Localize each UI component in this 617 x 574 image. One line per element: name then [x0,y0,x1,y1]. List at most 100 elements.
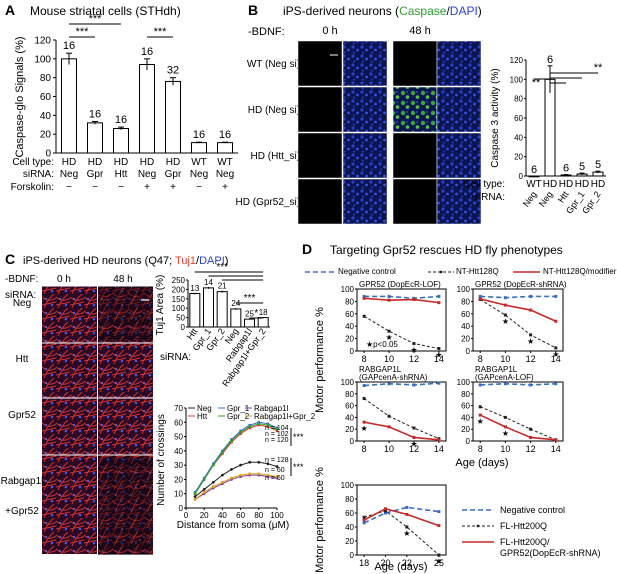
panel-d-series-line [479,299,557,349]
panel-d-ytick-label: 20 [345,425,354,434]
panel-d-series-marker [362,515,366,519]
panel-b-row-label: HD (Neg si) [248,105,300,116]
panel-d-ytick-label: 0 [466,347,471,356]
panel-a-n-label: 32 [167,65,179,77]
panel-a-ytick-label: 40 [40,111,52,122]
panel-c-line-point [221,450,224,454]
panel-a-bar [139,63,155,154]
panel-c-title-part: iPS-derived HD neurons (Q47; [23,255,175,267]
panel-c-line-sig-label: *** [293,432,304,442]
panel-d-legend-label: GPR52(DopEcR-shRNA) [500,548,601,558]
panel-a-sirna-label: Neg [60,169,78,180]
panel-d-series-marker [478,413,482,417]
panel-d-subplot: 0 20 40 60 80 100 8 10 12 14 RABGAP1L(GAPcenA-LOF)… [457,365,564,454]
panel-a-n-label: 16 [89,108,101,120]
panel-c-row-label: Rabgap1l [1,476,44,487]
panel-d-series-marker [405,512,409,516]
panel-d-xtick-label: 18 [359,558,369,568]
panel-b-micrograph [436,40,482,87]
panel-d-xtick-label: 8 [478,354,483,364]
panel-c-line-point [248,425,252,428]
panel-a-forskolin-label: − [196,182,202,193]
panel-c-line-series [194,421,278,493]
panel-b-ylabel: Caspase 3 activity (%) [490,68,501,167]
panel-b-bdnf-label: -BDNF: [248,26,285,38]
panel-d-series-marker [478,294,482,298]
panel-d-subplot: 0 20 40 60 80 100 8 10 12 14 GPR52 (DopEcR-shRNA) ★… [457,280,567,364]
panel-a-letter: A [5,2,15,18]
panel-d-xtick-label: 14 [551,354,561,364]
panel-d-series-marker [387,329,391,333]
panel-b-micrograph [297,86,343,133]
panel-d-series-marker [529,294,533,298]
panel-a-celltype-label: WT [191,157,207,168]
panel-b-celltype-label: HD [575,179,589,190]
panel-c-bar-ytick-label: 0 [181,323,186,332]
panel-c-line-point [193,498,197,501]
panel-b-sig-label: ** [532,77,541,89]
panel-a-celltype-label: WT [217,157,233,168]
panel-c-line-point [275,475,279,478]
panel-c-bar-ytick-label: 150 [172,295,186,304]
panel-d-series-marker [529,427,533,431]
panel-b-micrograph [342,40,388,87]
panel-c-bar-ytick-label: 250 [172,276,186,285]
panel-c-bar-sig-label: *** [244,293,256,304]
panel-d-ytick-label: 80 [345,390,354,399]
panel-d-plot-frame [472,288,564,352]
panel-a-bar [61,58,77,154]
panel-d-ytick-label: 20 [345,335,354,344]
panel-c-line-n-label: n = 102 [265,431,289,438]
panel-d-xtick-label: 12 [409,444,419,454]
panel-d-sig-star: ★ [385,333,392,342]
panel-a-bar [217,142,233,154]
panel-d-series-marker [529,435,533,439]
panel-a-row-label: Cell type: [12,157,54,168]
panel-b-micrograph [436,86,482,133]
panel-c-line-ytick-label: 70 [174,404,183,413]
panel-c-line-point [202,490,206,494]
panel-c-line-n-label: n = 60 [265,475,285,482]
panel-d-series-marker [529,308,533,312]
panel-d-series-marker [412,426,416,430]
panel-d-plot-frame [472,381,564,442]
panel-b-micrograph [297,40,343,87]
panel-d-xtick-label: 14 [434,354,444,364]
panel-a-sig-label: *** [76,26,90,38]
panel-c-bar-ytick-label: 100 [172,304,186,313]
panel-d-series-marker [503,382,507,386]
panel-c-title-part: ) [225,255,229,267]
panel-c-line-point [239,463,243,467]
panel-c-time-label: 0 h [57,274,71,285]
panel-b-ytick-label: 100 [510,75,524,84]
panel-d-legend-label: Negative control [338,267,396,276]
panel-c-time-label: 48 h [113,274,132,285]
panel-a-sirna-label: Gpr [165,169,182,180]
panel-d-sig-star: ★ [502,317,509,326]
panel-c-line-sig-label: *** [293,462,304,472]
panel-d-series-marker [362,521,366,525]
panel-c-row-label: +Gpr52 [5,506,39,517]
panel-a-celltype-label: HD [88,157,102,168]
panel-c-line-xtick-label: 20 [200,511,209,520]
panel-a-forskolin-label: − [92,182,98,193]
panel-d-ytick-label: 80 [345,297,354,306]
panel-d-series-marker [387,382,391,386]
panel-c-bar-n-label: 24 [231,299,240,308]
panel-c-line-point [221,473,224,477]
panel-b-ytick-label: 20 [514,153,523,162]
panel-b-row-label: HD (Gpr52_si) [236,197,300,208]
panel-c-line-xtick-label: 80 [254,511,263,520]
panel-c-line-legend-label: Htt [197,412,208,421]
panel-d-series-line [363,398,440,440]
panel-c-sirna-label: siRNA: [5,290,36,301]
panel-d-series-marker [503,303,507,307]
panel-c-title-part: DAPI [199,255,225,267]
panel-b-title-part: / [446,4,450,18]
panel-a-ytick-label: 120 [34,36,51,47]
panel-c-bar [244,318,255,328]
panel-d-ytick-label: 100 [341,481,355,490]
panel-c-line-point [248,460,252,464]
panel-d-series-marker [387,414,391,418]
panel-c-line-point [193,495,197,498]
